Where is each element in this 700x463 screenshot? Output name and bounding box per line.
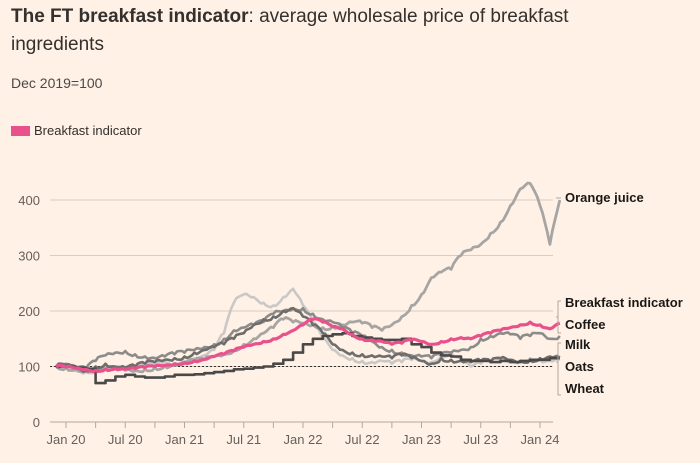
legend-swatch-breakfast-indicator — [11, 125, 30, 136]
series-line-wheat — [56, 331, 560, 385]
x-tick-label: Jan 23 — [402, 432, 441, 447]
label-bracket-breakfast-coffee — [557, 300, 561, 334]
end-label-wheat: Wheat — [565, 381, 605, 396]
chart-title: The FT breakfast indicator: average whol… — [11, 3, 651, 59]
chart-title-bold: The FT breakfast indicator — [11, 6, 249, 27]
series-lines — [55, 181, 562, 385]
series-line-orange-juice — [55, 181, 562, 374]
y-tick-label-100: 100 — [18, 360, 40, 375]
y-axis-ticks: 0 100 200 300 400 — [18, 193, 40, 430]
chart-title-rest: : average wholesale price of breakfast i… — [11, 6, 569, 55]
end-label-orange-juice: Orange juice — [565, 190, 644, 205]
x-tick-label: Jan 24 — [520, 432, 559, 447]
series-line-breakfast — [55, 317, 561, 374]
y-tick-label-400: 400 — [18, 193, 40, 208]
x-tick-label: Jul 22 — [345, 432, 380, 447]
x-tick-label: Jul 20 — [108, 432, 143, 447]
gridlines — [50, 199, 553, 367]
chart-subtitle: Dec 2019=100 — [11, 75, 103, 91]
end-label-oats: Oats — [565, 359, 594, 374]
end-label-coffee: Coffee — [565, 317, 605, 332]
end-label-breakfast-indicator: Breakfast indicator — [565, 295, 683, 310]
y-tick-label-300: 300 — [18, 249, 40, 264]
x-axis: Jan 20 Jul 20 Jan 21 Jul 21 Jan 22 Jul 22 Jan … — [46, 421, 560, 447]
legend-label-breakfast-indicator: Breakfast indicator — [34, 123, 142, 138]
label-bracket-milk-oats-wheat — [557, 342, 561, 396]
series-end-labels: Orange juice Breakfast indicator Coffee Mil… — [556, 190, 683, 396]
x-tick-label: Jul 23 — [463, 432, 498, 447]
legend: Breakfast indicator — [11, 123, 142, 138]
x-tick-label: Jan 22 — [283, 432, 322, 447]
x-tick-label: Jan 20 — [46, 432, 85, 447]
end-label-milk: Milk — [565, 337, 591, 352]
x-tick-label: Jan 21 — [165, 432, 204, 447]
y-tick-label-0: 0 — [33, 415, 40, 430]
x-tick-label: Jul 21 — [226, 432, 261, 447]
series-line-coffee — [55, 306, 561, 371]
y-tick-label-200: 200 — [18, 304, 40, 319]
